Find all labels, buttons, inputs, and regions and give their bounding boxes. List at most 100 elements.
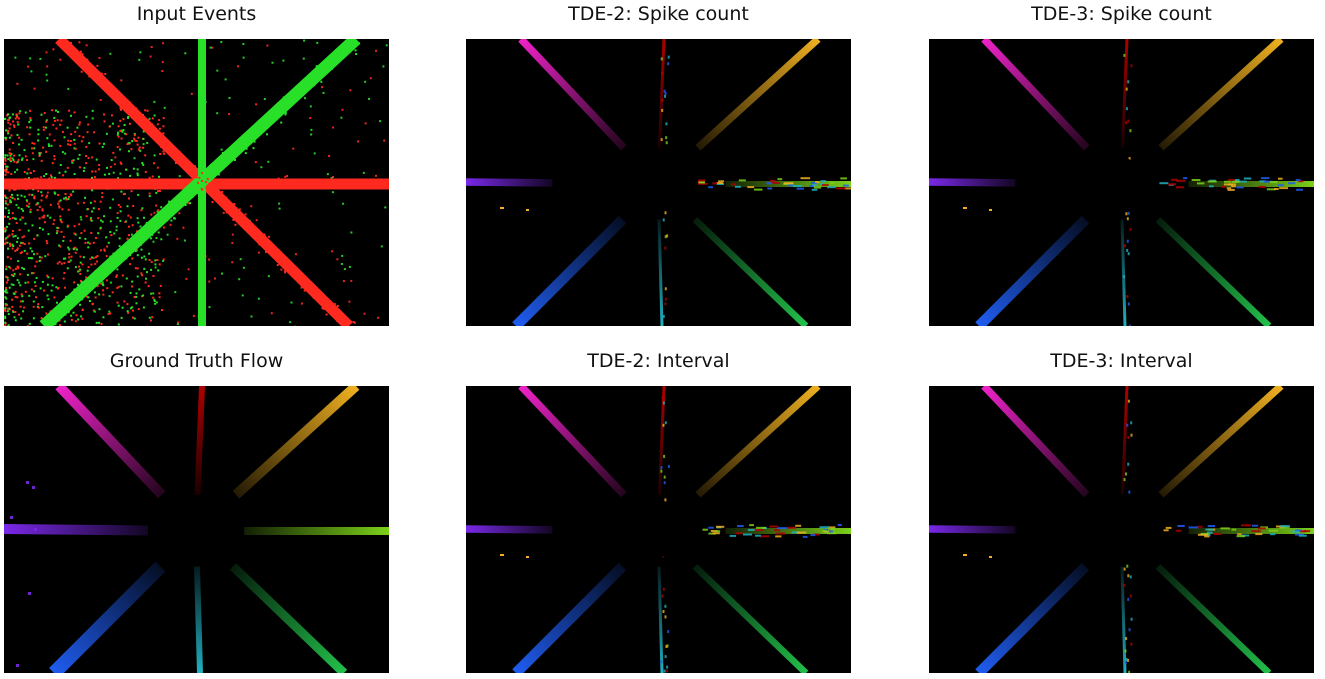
event-dot [17, 197, 19, 200]
event-dot [280, 106, 283, 109]
event-dot [82, 169, 85, 172]
flow-speckle [1231, 185, 1236, 188]
flow-ray [658, 39, 666, 148]
event-dot [113, 232, 116, 235]
event-dot [85, 145, 88, 148]
event-dot [78, 121, 81, 124]
flow-speckle [661, 71, 663, 75]
event-dot [160, 218, 163, 221]
event-dot [253, 231, 255, 233]
flow-speckle [1163, 529, 1169, 532]
event-dot [316, 287, 319, 290]
flow-speckle [747, 186, 755, 189]
event-dot [348, 300, 351, 303]
event-dot [129, 174, 132, 177]
event-dot [4, 324, 7, 326]
event-dot [84, 241, 87, 244]
event-dot [130, 104, 133, 107]
event-dot [43, 214, 46, 217]
event-dot [142, 306, 145, 309]
event-dot [58, 324, 61, 326]
event-dot [27, 65, 30, 68]
center-gap [632, 158, 684, 210]
event-dot [164, 213, 167, 216]
event-dot [102, 316, 105, 319]
event-dot [33, 196, 36, 199]
flow-speckle [1176, 529, 1182, 532]
event-dot [282, 96, 285, 99]
flow-speckle [777, 178, 783, 181]
event-dot [13, 198, 16, 201]
event-dot [117, 131, 119, 134]
event-dot [189, 202, 191, 205]
flow-speckle [665, 122, 668, 126]
flow-outlier [32, 486, 35, 489]
event-dot [311, 289, 314, 292]
event-dot [35, 260, 38, 263]
event-dot [198, 176, 201, 179]
event-dot [150, 319, 152, 322]
event-dot [163, 152, 166, 155]
event-dot [17, 206, 20, 209]
flow-ray [1158, 39, 1284, 151]
event-dot [116, 287, 119, 289]
flow-ray [1158, 386, 1284, 498]
event-dot [80, 140, 83, 143]
flow-speckle [813, 533, 820, 536]
event-dot [78, 153, 81, 156]
event-dot [280, 254, 283, 257]
flow-speckle [1129, 227, 1132, 231]
event-dot [58, 319, 61, 322]
event-dot [74, 147, 77, 150]
event-dot [260, 166, 263, 169]
flow-speckle [1227, 188, 1235, 191]
flow-speckle [1251, 524, 1259, 527]
event-dot [109, 263, 112, 266]
event-dot [57, 227, 60, 229]
event-dot [50, 318, 53, 321]
event-dot [63, 262, 66, 265]
event-dot [44, 255, 47, 258]
panel-title: TDE-2: Spike count [568, 3, 749, 25]
event-dot [62, 277, 65, 280]
flow-speckle [1243, 177, 1252, 180]
event-dot [53, 176, 56, 179]
event-dot [65, 198, 68, 201]
event-dot [377, 316, 380, 319]
event-dot [280, 268, 283, 271]
event-dot [284, 111, 287, 114]
event-dot [89, 242, 91, 245]
event-dot [90, 263, 93, 266]
event-dot [82, 256, 85, 259]
event-dot [32, 317, 35, 320]
event-dot [120, 190, 123, 193]
event-dot [140, 234, 143, 237]
event-dot [18, 136, 21, 139]
flow-speckle [1234, 179, 1240, 181]
event-dot [69, 144, 72, 146]
event-dot [267, 275, 270, 278]
event-dot [14, 295, 17, 298]
event-dot [250, 205, 253, 208]
event-dot [107, 313, 110, 315]
event-dot [33, 237, 36, 240]
event-dot [26, 273, 29, 276]
event-dot [120, 285, 123, 288]
event-dot [93, 310, 96, 313]
event-dot [160, 145, 162, 148]
event-dot [158, 292, 161, 295]
event-dot [289, 321, 292, 324]
flow-image [466, 39, 851, 326]
event-dot [234, 223, 237, 226]
event-dot [302, 57, 305, 60]
flow-speckle [1128, 490, 1131, 494]
flow-speckle [660, 469, 663, 473]
event-dot [80, 279, 82, 282]
event-dot [16, 249, 19, 251]
event-dot [181, 159, 184, 162]
event-dot [71, 56, 74, 59]
event-dot [89, 201, 92, 204]
event-dot [166, 233, 169, 236]
event-dot [21, 157, 24, 160]
event-dot [271, 61, 274, 64]
